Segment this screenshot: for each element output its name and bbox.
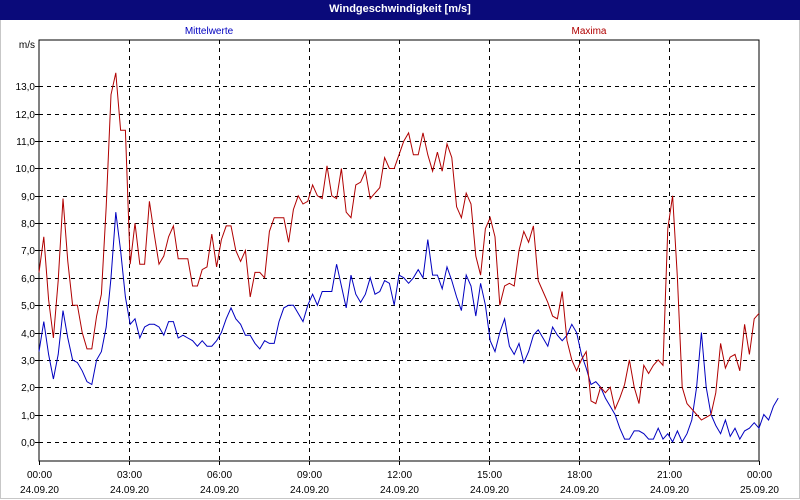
x-tick-date-label: 24.09.20 bbox=[290, 485, 329, 496]
x-tick-date-label: 24.09.20 bbox=[470, 485, 509, 496]
chart-title: Windgeschwindigkeit [m/s] bbox=[0, 0, 800, 20]
series-lines bbox=[38, 72, 779, 444]
x-tick-time-label: 15:00 bbox=[477, 470, 502, 481]
legend-entry-maxima: Maxima bbox=[571, 26, 606, 37]
y-tick-label: 12,0 bbox=[16, 110, 36, 121]
y-tick-label: 2,0 bbox=[21, 383, 35, 394]
x-tick-date-label: 25.09.20 bbox=[740, 485, 779, 496]
x-tick-date-label: 24.09.20 bbox=[380, 485, 419, 496]
y-tick-label: 9,0 bbox=[21, 192, 35, 203]
x-tick-time-label: 21:00 bbox=[657, 470, 682, 481]
series-line-mittelwerte bbox=[38, 212, 779, 444]
y-tick-label: 0,0 bbox=[21, 438, 35, 449]
y-tick-label: 3,0 bbox=[21, 356, 35, 367]
x-tick-time-label: 18:00 bbox=[567, 470, 592, 481]
series-line-maxima bbox=[38, 72, 760, 421]
y-tick-label: 7,0 bbox=[21, 246, 35, 257]
y-tick-label: 4,0 bbox=[21, 329, 35, 340]
x-tick-time-label: 03:00 bbox=[117, 470, 142, 481]
x-tick-date-label: 24.09.20 bbox=[110, 485, 149, 496]
x-tick-date-label: 24.09.20 bbox=[560, 485, 599, 496]
x-tick-time-label: 00:00 bbox=[747, 470, 772, 481]
legend: Mittelwerte Maxima bbox=[185, 26, 607, 37]
x-tick-time-label: 12:00 bbox=[387, 470, 412, 481]
x-tick-date-label: 24.09.20 bbox=[20, 485, 59, 496]
y-axis-label: m/s bbox=[19, 40, 35, 51]
y-tick-label: 5,0 bbox=[21, 301, 35, 312]
y-tick-label: 13,0 bbox=[16, 82, 36, 93]
x-tick-date-label: 24.09.20 bbox=[200, 485, 239, 496]
y-tick-label: 8,0 bbox=[21, 219, 35, 230]
y-tick-label: 6,0 bbox=[21, 274, 35, 285]
x-tick-time-label: 00:00 bbox=[27, 470, 52, 481]
x-tick-date-label: 24.09.20 bbox=[650, 485, 689, 496]
x-axis: 00:00 24.09.20 03:00 24.09.20 06:00 24.09.20 0… bbox=[20, 461, 779, 496]
y-axis: 0,0 1,0 2,0 3,0 4,0 5,0 6,0 7,0 8,0 9,0 10,0 11,0 12… bbox=[16, 40, 39, 449]
y-tick-label: 10,0 bbox=[16, 164, 36, 175]
x-tick-time-label: 09:00 bbox=[297, 470, 322, 481]
y-tick-label: 1,0 bbox=[21, 411, 35, 422]
y-tick-label: 11,0 bbox=[16, 137, 35, 148]
legend-entry-mittelwerte: Mittelwerte bbox=[185, 26, 234, 37]
x-tick-time-label: 06:00 bbox=[207, 470, 232, 481]
grid bbox=[38, 39, 760, 462]
